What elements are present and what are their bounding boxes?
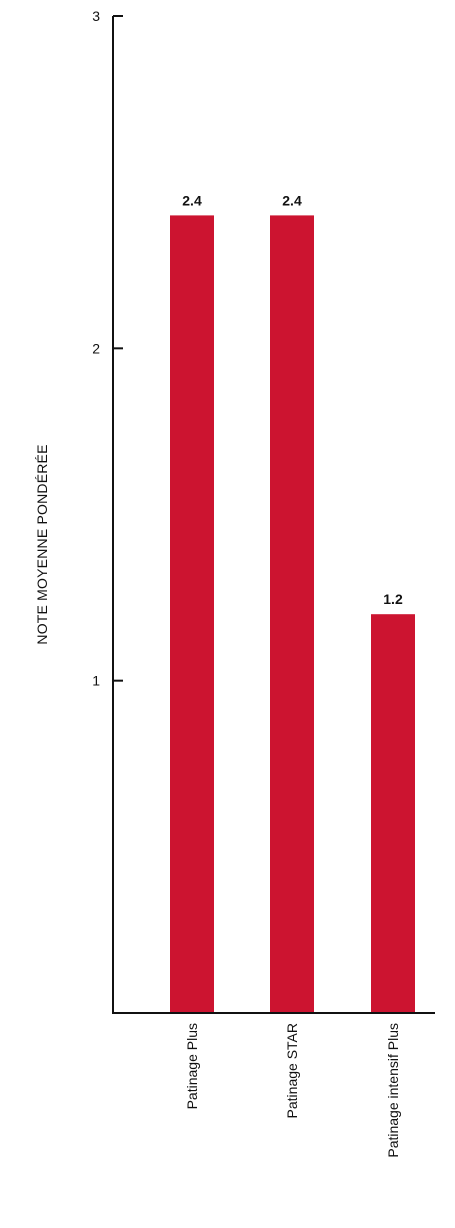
data-label-2: 2.4 [282,192,302,208]
y-axis-title: NOTE MOYENNE PONDÉRÉE [34,444,50,644]
bar-2 [270,215,314,1013]
bars-layer [170,215,415,1013]
y-tick-label-3: 3 [92,8,100,24]
bar-3 [371,614,415,1013]
category-label-1: Patinage Plus [184,1023,200,1109]
y-tick-label-2: 2 [92,340,100,356]
bar-1 [170,215,214,1013]
axes-layer [112,15,435,1014]
y-tick-label-1: 1 [92,673,100,689]
data-label-3: 1.2 [383,591,403,607]
category-label-2: Patinage STAR [284,1023,300,1118]
labels-layer: 2.4 Patinage Plus 2.4 Patinage STAR 1.2 Patin… [34,8,403,1158]
category-label-3: Patinage intensif Plus [385,1023,401,1158]
data-label-1: 2.4 [182,192,202,208]
